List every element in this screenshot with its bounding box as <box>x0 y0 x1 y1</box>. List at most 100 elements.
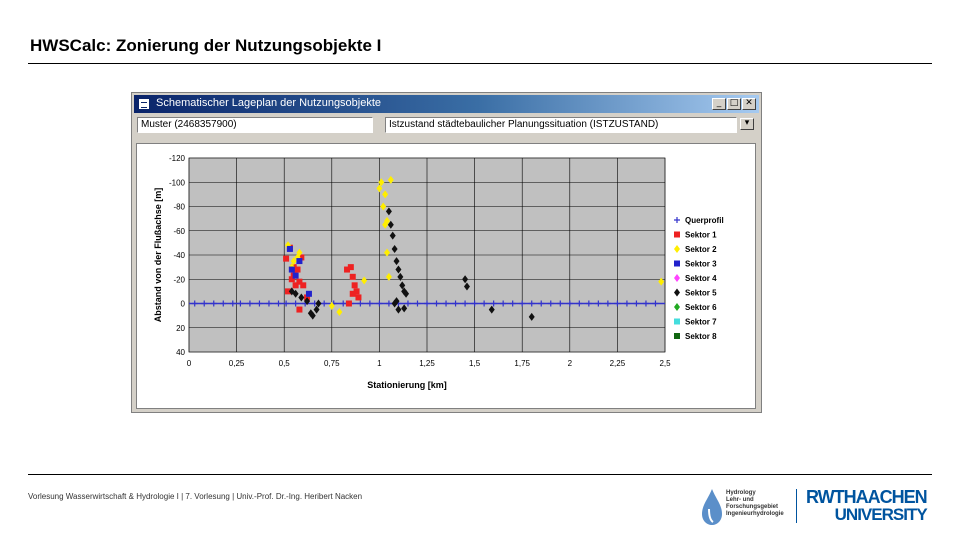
scenario-field[interactable]: Istzustand städtebaulicher Planungssitua… <box>385 117 737 133</box>
querprofil-point <box>642 300 649 307</box>
querprofil-point <box>424 300 430 307</box>
x-tick-label: 0 <box>187 359 192 368</box>
legend-label-sektor-6: Sektor 6 <box>685 303 717 312</box>
x-tick-label: 0,75 <box>324 359 340 368</box>
legend-marker-sektor-2 <box>674 245 680 253</box>
legend-marker-sektor-8 <box>674 333 680 339</box>
legend-label-sektor-4: Sektor 4 <box>685 274 717 283</box>
window-titlebar[interactable]: Schematischer Lageplan der Nutzungsobjek… <box>134 95 759 113</box>
x-tick-label: 1,25 <box>419 359 435 368</box>
footer-divider <box>28 474 932 475</box>
maximize-icon[interactable]: □ <box>727 98 741 110</box>
footer-text: Vorlesung Wasserwirtschaft & Hydrologie … <box>28 492 363 501</box>
app-window-icon <box>138 98 150 110</box>
sektor-5-point <box>391 244 398 253</box>
sektor-5-point <box>403 289 410 298</box>
querprofil-point <box>340 300 347 307</box>
querprofil-point <box>321 300 328 307</box>
querprofil-point <box>292 300 299 307</box>
sektor-5-point <box>315 299 322 308</box>
sektor-5-point <box>304 297 311 306</box>
sektor-5-point <box>462 275 469 284</box>
lageplan-chart: -120 -100 -80 -60 -40 -20 0 20 40 0 0,25 0,5 0,75 1 1… <box>153 154 724 390</box>
window-title: Schematischer Lageplan der Nutzungsobjek… <box>156 97 382 109</box>
querprofil-point <box>283 300 290 307</box>
minimize-icon[interactable]: _ <box>712 98 726 110</box>
x-tick-label: 0,5 <box>279 359 291 368</box>
sektor-5-point <box>395 265 402 274</box>
legend-label-sektor-8: Sektor 8 <box>685 332 717 341</box>
sektor-2-point <box>328 301 335 310</box>
querprofil-point <box>237 300 244 307</box>
sektor-1-point <box>294 266 301 273</box>
sektor-2-point <box>385 272 392 281</box>
sektor-2-point <box>380 202 387 211</box>
querprofil-point <box>557 300 564 307</box>
sektor-5-point <box>385 207 392 216</box>
sektor-5-point <box>292 289 299 298</box>
y-tick-label: 40 <box>176 348 185 357</box>
sektor-3-point <box>288 266 295 273</box>
scenario-dropdown-icon[interactable]: ▾ <box>740 118 754 130</box>
legend-label-sektor-7: Sektor 7 <box>685 318 717 327</box>
querprofil-point <box>265 300 272 307</box>
y-tick-label: 20 <box>176 324 185 333</box>
x-axis-label: Stationierung [km] <box>367 380 447 390</box>
project-field[interactable]: Muster (2468357900) <box>137 117 373 133</box>
querprofil-point <box>576 300 583 307</box>
sektor-5-point <box>399 281 406 290</box>
querprofil-point <box>256 300 263 307</box>
sektor-2-point <box>378 178 385 187</box>
y-tick-label: -40 <box>173 251 185 260</box>
sektor-5-point <box>387 220 394 229</box>
querprofil-point <box>566 300 573 307</box>
querprofil-point <box>201 300 208 307</box>
querprofil-point <box>414 300 421 307</box>
close-icon[interactable]: ✕ <box>742 98 756 110</box>
querprofil-point <box>433 300 440 307</box>
sektor-2-point <box>387 175 394 184</box>
querprofil-point <box>220 300 227 307</box>
legend-marker-sektor-3 <box>674 260 680 267</box>
y-tick-label: -100 <box>169 178 186 187</box>
y-tick-label: -60 <box>173 227 185 236</box>
querprofil-point <box>404 300 411 307</box>
sektor-5-point <box>395 305 402 314</box>
sektor-2-point <box>361 276 368 285</box>
querprofil-point <box>191 300 198 307</box>
sektor-5-point <box>488 305 495 314</box>
sektor-1-point <box>353 288 360 295</box>
slide-title: HWSCalc: Zonierung der Nutzungsobjekte I <box>30 36 382 55</box>
querprofil-point <box>357 300 364 307</box>
sektor-3-point <box>292 272 299 279</box>
sektor-1-point <box>292 282 299 289</box>
sektor-5-point <box>397 272 404 281</box>
y-tick-label: -20 <box>173 275 185 284</box>
sektor-5-point <box>393 257 400 266</box>
sektor-5-point <box>463 282 470 291</box>
y-tick-label: -120 <box>169 154 186 163</box>
sektor-5-point <box>307 309 314 318</box>
sektor-5-point <box>393 297 400 306</box>
sektor-5-point <box>528 312 535 321</box>
legend-label-sektor-3: Sektor 3 <box>685 260 717 269</box>
sektor-5-point <box>389 231 396 240</box>
sektor-1-point <box>344 266 351 273</box>
sektor-5-point <box>309 311 316 320</box>
x-tick-label: 2,5 <box>659 359 671 368</box>
sektor-1-point <box>283 255 290 262</box>
sektor-2-point <box>294 253 301 262</box>
querprofil-point <box>623 300 630 307</box>
sektor-5-point <box>401 304 408 313</box>
querprofil-point <box>366 300 373 307</box>
querprofil-point <box>519 300 526 307</box>
lageplan-window: Schematischer Lageplan der Nutzungsobjek… <box>131 92 762 413</box>
sektor-1-point <box>298 254 305 261</box>
sektor-1-point <box>351 282 358 289</box>
sektor-1-point <box>288 276 295 283</box>
y-tick-label: 0 <box>181 300 186 309</box>
querprofil-point <box>547 300 554 307</box>
sektor-1-point <box>355 294 362 301</box>
querprofil-point <box>275 300 282 307</box>
logo-divider <box>796 489 797 523</box>
